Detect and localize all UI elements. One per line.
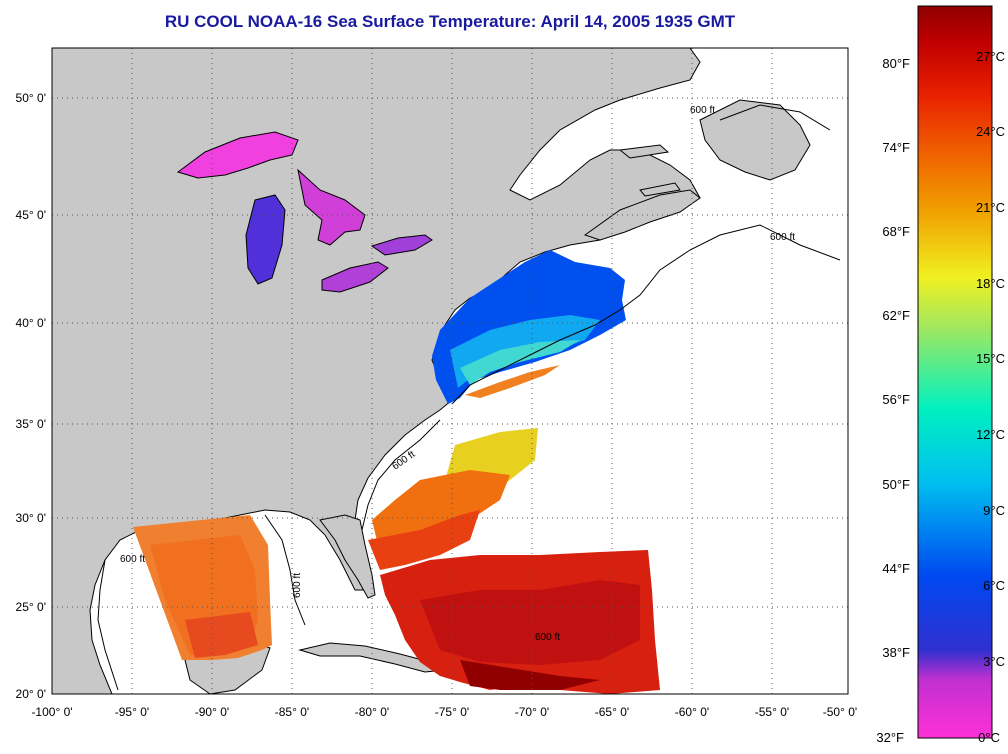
fahrenheit-tick-label: 56°F	[882, 392, 910, 407]
lat-tick-label: 20° 0'	[16, 687, 46, 701]
lon-tick-label: -70° 0'	[515, 705, 549, 719]
fahrenheit-tick-label: 68°F	[882, 224, 910, 239]
lat-tick-label: 30° 0'	[16, 511, 46, 525]
great-lakes-sst	[176, 131, 433, 293]
isobath-label: 600 ft	[292, 573, 303, 598]
lat-tick-label: 35° 0'	[16, 417, 46, 431]
sst-swaths	[133, 250, 660, 694]
map-frame	[51, 47, 849, 695]
colorbar-fahrenheit-labels: 80°F 74°F 68°F 62°F 56°F 50°F 44°F 38°F …	[876, 56, 910, 745]
isobath-lines	[97, 104, 841, 691]
lon-tick-label: -60° 0'	[675, 705, 709, 719]
fahrenheit-tick-label: 50°F	[882, 477, 910, 492]
lat-tick-label: 40° 0'	[16, 316, 46, 330]
celsius-tick-label: 0°C	[978, 730, 1000, 745]
celsius-tick-label: 9°C	[983, 503, 1005, 518]
celsius-tick-label: 27°C	[976, 49, 1005, 64]
isobath-label: 600 ft	[535, 632, 560, 643]
isobath-label: 600 ft	[770, 232, 795, 243]
celsius-tick-label: 21°C	[976, 200, 1005, 215]
fahrenheit-tick-label: 38°F	[882, 645, 910, 660]
lon-tick-label: -80° 0'	[355, 705, 389, 719]
lon-tick-label: -100° 0'	[31, 705, 72, 719]
celsius-tick-label: 15°C	[976, 351, 1005, 366]
celsius-tick-label: 3°C	[983, 654, 1005, 669]
celsius-tick-label: 18°C	[976, 276, 1005, 291]
fahrenheit-tick-label: 32°F	[876, 730, 904, 745]
lat-tick-label: 50° 0'	[16, 91, 46, 105]
fahrenheit-tick-label: 74°F	[882, 140, 910, 155]
lon-tick-label: -75° 0'	[435, 705, 469, 719]
isobath-label: 600 ft	[690, 105, 715, 116]
lon-tick-label: -65° 0'	[595, 705, 629, 719]
fahrenheit-tick-label: 80°F	[882, 56, 910, 71]
fahrenheit-tick-label: 44°F	[882, 561, 910, 576]
lon-tick-label: -55° 0'	[755, 705, 789, 719]
lon-tick-label: -85° 0'	[275, 705, 309, 719]
lon-tick-label: -50° 0'	[823, 705, 857, 719]
lon-axis: -100° 0' -95° 0' -90° 0' -85° 0' -80° 0'…	[31, 705, 857, 719]
map-title: RU COOL NOAA-16 Sea Surface Temperature:…	[164, 12, 736, 31]
celsius-tick-label: 6°C	[983, 578, 1005, 593]
isobath-label: 600 ft	[120, 554, 145, 565]
lat-tick-label: 45° 0'	[16, 208, 46, 222]
colorbar	[917, 5, 993, 739]
lat-tick-label: 25° 0'	[16, 600, 46, 614]
celsius-tick-label: 24°C	[976, 124, 1005, 139]
fahrenheit-tick-label: 62°F	[882, 308, 910, 323]
lon-tick-label: -95° 0'	[115, 705, 149, 719]
lon-tick-label: -90° 0'	[195, 705, 229, 719]
celsius-tick-label: 12°C	[976, 427, 1005, 442]
lat-axis: 50° 0' 45° 0' 40° 0' 35° 0' 30° 0' 25° 0…	[16, 91, 46, 701]
colorbar-celsius-labels: 27°C 24°C 21°C 18°C 15°C 12°C 9°C 6°C 3°…	[976, 49, 1005, 745]
